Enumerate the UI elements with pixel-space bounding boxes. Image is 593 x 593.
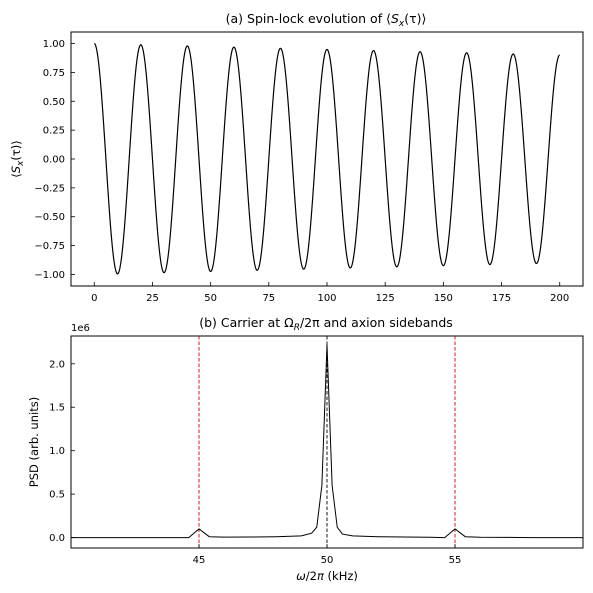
panel-b-y-tick-label: 2.0 [49, 359, 65, 370]
panel-a-y-tick-label: 0.25 [43, 126, 65, 137]
frequency-markers [198, 336, 456, 548]
sx-series-line [94, 42, 560, 275]
panel-b-x-tick-label: 45 [193, 555, 206, 566]
panel-a-x-tick-label: 75 [262, 293, 275, 304]
panel-b-y-ticks: 0.0 0.5 1.0 1.5 2.0 [49, 359, 75, 544]
panel-a-frame [70, 31, 584, 287]
panel-a-y-tick-label: 0.75 [43, 68, 65, 79]
psd-panel: (b) Carrier at ΩR/2π and axion sidebands… [27, 315, 584, 583]
panel-a-title: (a) Spin-lock evolution of ⟨Sx(τ)⟩ [226, 11, 427, 29]
panel-b-y-axis-label: PSD (arb. units) [27, 397, 41, 487]
panel-a-x-tick-label: 175 [492, 293, 511, 304]
panel-a-x-tick-label: 150 [434, 293, 453, 304]
panel-b-y-tick-label: 0.5 [49, 490, 65, 501]
panel-b-title: (b) Carrier at ΩR/2π and axion sidebands [199, 315, 453, 333]
panel-a-x-tick-label: 0 [91, 293, 97, 304]
panel-b-x-axis-label: ω/2π (kHz) [296, 569, 358, 583]
panel-a-x-tick-label: 125 [376, 293, 395, 304]
panel-a-y-tick-label: −0.25 [34, 183, 65, 194]
panel-a-x-tick-label: 200 [550, 293, 569, 304]
panel-b-y-tick-label: 1.0 [49, 446, 65, 457]
spin-lock-panel: (a) Spin-lock evolution of ⟨Sx(τ)⟩ 0 25 50… [9, 11, 584, 304]
panel-a-x-ticks: 0 25 50 75 100 125 150 175 200 [91, 282, 569, 304]
panel-b-plot-area: 45 50 55 0.0 0.5 1.0 1.5 2.0 [49, 335, 584, 566]
panel-a-y-axis-label: ⟨Sx(τ)⟩ [9, 140, 26, 178]
panel-a-y-tick-label: 0.50 [43, 97, 65, 108]
panel-a-y-tick-label: −0.75 [34, 241, 65, 252]
panel-a-y-tick-label: −0.50 [34, 212, 65, 223]
offset-text: 1e6 [71, 323, 90, 334]
panel-a-x-tick-label: 50 [204, 293, 217, 304]
panel-b-x-tick-label: 55 [449, 555, 462, 566]
panel-a-y-tick-label: 0.00 [43, 155, 65, 166]
panel-a-plot-area: 0 25 50 75 100 125 150 175 200 1.00 0.75 0.50 0.25 0… [34, 31, 584, 304]
panel-a-y-ticks: 1.00 0.75 0.50 0.25 0.00 −0.25 −0.50 −0.75 −1.00 [34, 39, 75, 281]
psd-series-line [71, 344, 583, 539]
panel-a-x-tick-label: 100 [317, 293, 336, 304]
panel-a-y-tick-label: −1.00 [34, 270, 65, 281]
panel-a-y-tick-label: 1.00 [43, 39, 65, 50]
panel-b-y-tick-label: 1.5 [49, 403, 65, 414]
panel-b-y-tick-label: 0.0 [49, 533, 65, 544]
panel-b-x-tick-label: 50 [321, 555, 334, 566]
panel-b-x-ticks: 45 50 55 [193, 544, 462, 566]
panel-a-x-tick-label: 25 [146, 293, 159, 304]
